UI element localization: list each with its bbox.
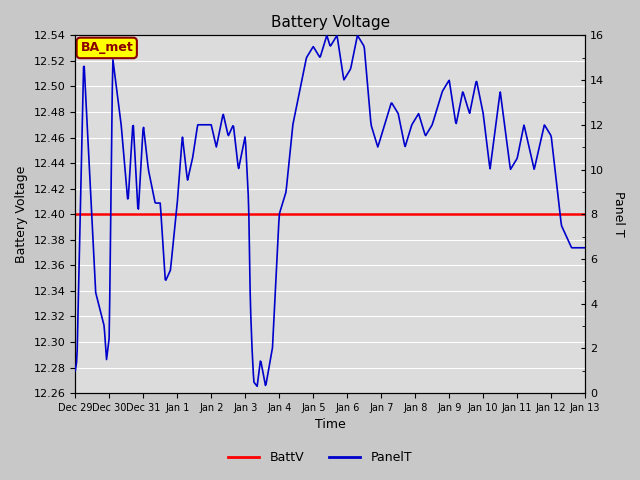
- Title: Battery Voltage: Battery Voltage: [271, 15, 390, 30]
- X-axis label: Time: Time: [315, 419, 346, 432]
- Text: BA_met: BA_met: [81, 41, 133, 54]
- Y-axis label: Battery Voltage: Battery Voltage: [15, 166, 28, 263]
- Y-axis label: Panel T: Panel T: [612, 192, 625, 237]
- Legend: BattV, PanelT: BattV, PanelT: [223, 446, 417, 469]
